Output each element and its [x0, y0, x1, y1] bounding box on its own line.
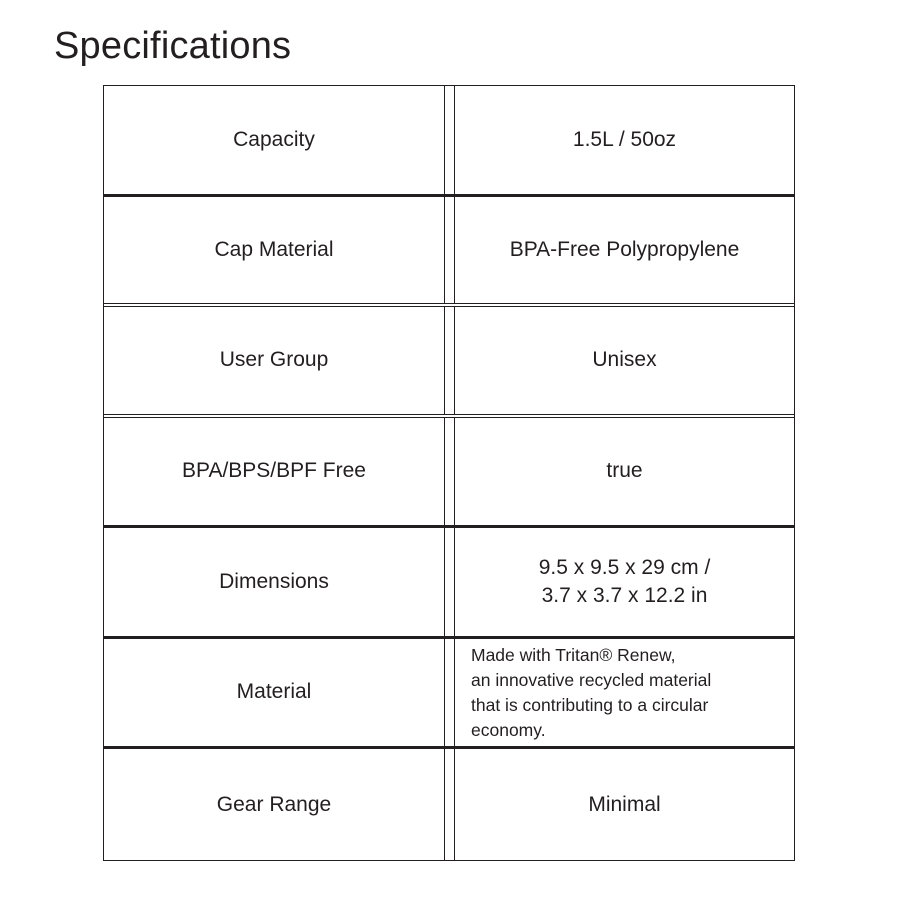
spec-value: 9.5 x 9.5 x 29 cm / 3.7 x 3.7 x 12.2 in — [454, 528, 794, 636]
specifications-table: Capacity 1.5L / 50oz Cap Material BPA-Fr… — [103, 85, 795, 861]
spec-label: Dimensions — [104, 528, 445, 636]
spec-value: Made with Tritan® Renew, an innovative r… — [454, 638, 794, 747]
spec-label: Material — [104, 638, 445, 747]
spec-value: true — [454, 417, 794, 526]
spec-row-bpa-free: BPA/BPS/BPF Free true — [104, 417, 794, 529]
spec-value: Minimal — [454, 749, 794, 860]
spec-label: Gear Range — [104, 749, 445, 860]
spec-value: BPA-Free Polypropylene — [454, 196, 794, 304]
spec-label: BPA/BPS/BPF Free — [104, 417, 445, 526]
spec-row-cap-material: Cap Material BPA-Free Polypropylene — [104, 196, 794, 308]
page-title: Specifications — [54, 25, 292, 67]
spec-value: 1.5L / 50oz — [454, 86, 794, 194]
spec-row-material: Material Made with Tritan® Renew, an inn… — [104, 638, 794, 750]
spec-label: Cap Material — [104, 196, 445, 304]
spec-row-dimensions: Dimensions 9.5 x 9.5 x 29 cm / 3.7 x 3.7… — [104, 528, 794, 639]
spec-row-gear-range: Gear Range Minimal — [104, 749, 794, 860]
spec-row-user-group: User Group Unisex — [104, 307, 794, 418]
spec-label: Capacity — [104, 86, 445, 194]
spec-value: Unisex — [454, 307, 794, 414]
spec-label: User Group — [104, 307, 445, 414]
spec-row-capacity: Capacity 1.5L / 50oz — [104, 86, 794, 197]
